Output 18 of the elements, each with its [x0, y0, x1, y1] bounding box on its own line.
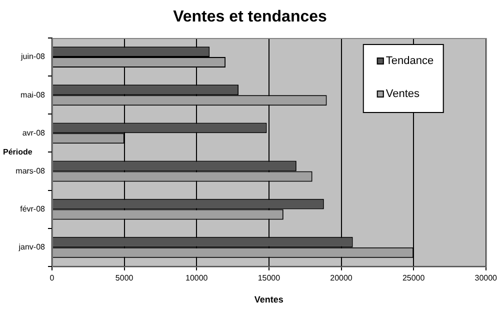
- y-tick-label: févr-08: [20, 204, 46, 214]
- y-tick-label: mars-08: [16, 166, 46, 176]
- x-tick-label: 30000: [474, 273, 498, 282]
- y-tick-label: mai-08: [20, 90, 46, 100]
- x-tick-label: 25000: [402, 273, 426, 282]
- x-tick-label: 20000: [330, 273, 353, 282]
- x-axis-title: Ventes: [254, 294, 284, 304]
- chart-title: Ventes et tendances: [173, 8, 328, 26]
- y-tick-label: janv-08: [18, 242, 46, 252]
- x-tick-label: 10000: [186, 273, 208, 282]
- x-tick-label: 15000: [258, 273, 281, 282]
- y-axis-title: Période: [3, 147, 33, 156]
- y-tick-label: juin-08: [20, 52, 46, 62]
- x-tick-label: 5000: [115, 273, 134, 282]
- legend-label: Tendance: [386, 55, 434, 68]
- legend-label: Ventes: [386, 88, 420, 100]
- y-tick-label: avr-08: [22, 128, 46, 138]
- x-tick-label: 0: [50, 273, 55, 282]
